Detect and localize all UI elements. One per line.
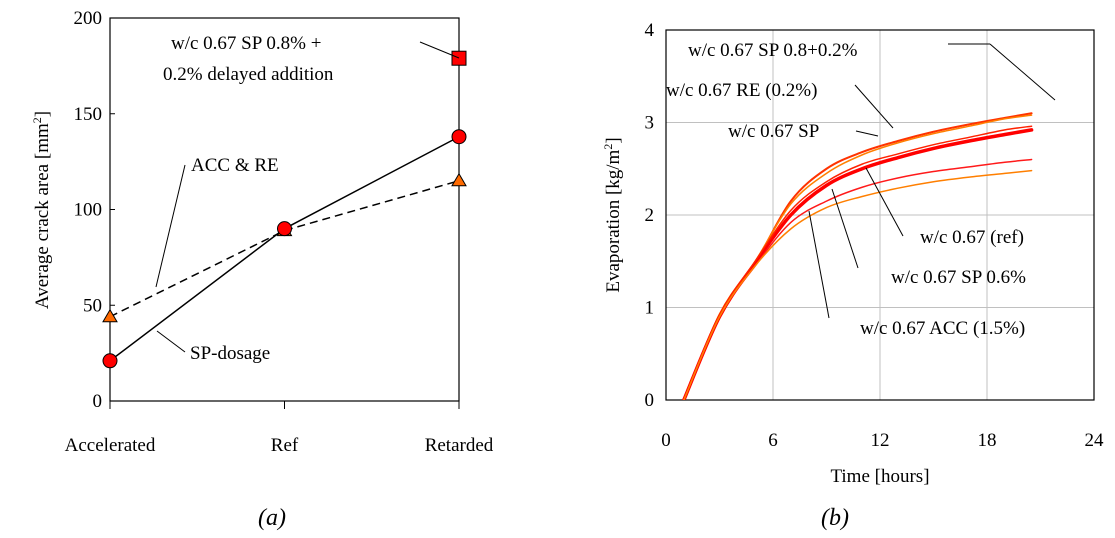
chart-a-ylabel: Average crack area [mm2] <box>30 111 53 309</box>
panel-label-a: (a) <box>258 505 286 531</box>
chart-a-ytick-label: 200 <box>74 8 103 29</box>
chart-a: 0 50 100 150 200 Accelerated Ref Retarded Aver… <box>30 8 494 531</box>
chart-a-series-line <box>109 136 460 362</box>
chart-a-ytick-label: 50 <box>83 295 102 316</box>
label-re-02: w/c 0.67 RE (0.2%) <box>666 80 817 101</box>
chart-a-series-line <box>109 180 460 318</box>
chart-b-ytick-label: 2 <box>645 205 655 226</box>
chart-a-ytick-label: 150 <box>74 104 103 125</box>
label-acc-15: w/c 0.67 ACC (1.5%) <box>860 318 1025 339</box>
leader-ref <box>865 167 904 237</box>
leader-acc-re <box>155 164 186 288</box>
chart-b-ylabel: Evaporation [kg/m2] <box>601 137 624 292</box>
label-sp: w/c 0.67 SP <box>728 121 819 142</box>
chart-b-xtick-label: 12 <box>871 430 890 451</box>
chart-b-ytick-label: 1 <box>645 298 655 319</box>
leader-sp-08-02-b <box>989 43 1056 101</box>
label-sp-06: w/c 0.67 SP 0.6% <box>891 267 1026 288</box>
chart-a-xtick-label: Ref <box>271 435 299 456</box>
chart-a-ytick-label: 100 <box>74 200 103 221</box>
chart-b-xtick-label: 6 <box>768 430 778 451</box>
leader-sp-dosage <box>156 330 186 353</box>
leader-sp-06 <box>831 188 859 269</box>
leader-sp <box>855 130 879 137</box>
chart-b-ytick-label: 0 <box>645 390 655 411</box>
chart-a-point-square <box>451 50 467 66</box>
label-ref: w/c 0.67 (ref) <box>920 227 1024 248</box>
chart-b-ytick-label: 3 <box>645 113 655 134</box>
chart-b-ytick-label: 4 <box>645 20 655 41</box>
leader-re-02 <box>854 84 894 129</box>
chart-b-series-line <box>683 169 1033 400</box>
chart-a-point-triangle <box>451 172 467 187</box>
panel-label-b: (b) <box>821 505 849 531</box>
leader-acc-15 <box>808 210 830 319</box>
label-delayed-line2: 0.2% delayed addition <box>163 64 334 85</box>
chart-b-series-line <box>682 128 1034 400</box>
chart-a-xtick-label: Accelerated <box>65 435 156 456</box>
chart-a-point-circle <box>451 129 467 145</box>
chart-a-point-circle <box>277 221 292 237</box>
chart-a-point-triangle <box>102 308 118 323</box>
label-sp-dosage: SP-dosage <box>190 343 270 364</box>
chart-b-xtick-label: 18 <box>978 430 997 451</box>
chart-a-point-circle <box>102 353 118 369</box>
chart-a-xtick-label: Retarded <box>425 435 494 456</box>
label-acc-re: ACC & RE <box>191 155 279 176</box>
leader-delayed <box>419 41 460 59</box>
chart-b-xtick-label: 24 <box>1085 430 1105 451</box>
chart-b-plot-frame <box>665 29 1095 401</box>
label-sp-08-02: w/c 0.67 SP 0.8+0.2% <box>688 40 858 61</box>
chart-b-series-line <box>683 114 1033 400</box>
chart-b-xlabel: Time [hours] <box>830 466 929 487</box>
chart-b-xtick-label: 0 <box>661 430 671 451</box>
chart-b-series-line <box>683 125 1033 400</box>
chart-a-ytick-label: 0 <box>93 391 103 412</box>
label-delayed-line1: w/c 0.67 SP 0.8% + <box>171 33 321 54</box>
